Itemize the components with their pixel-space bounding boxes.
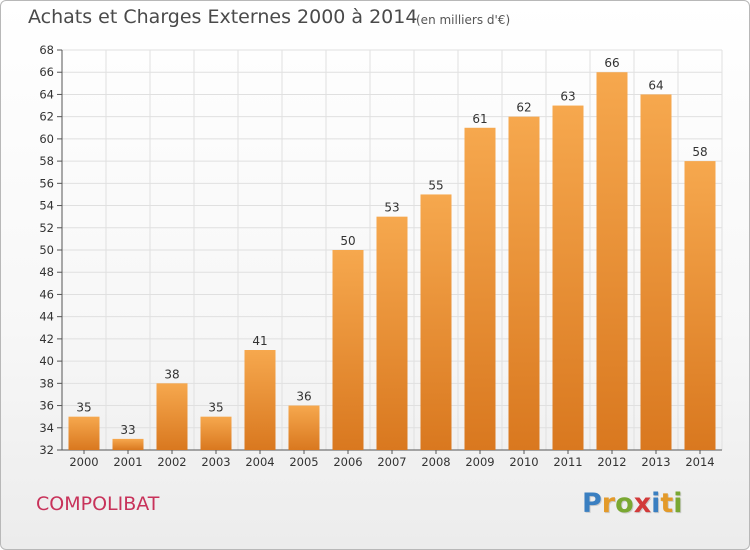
y-tick-label: 66	[39, 65, 54, 79]
y-tick-label: 52	[39, 221, 54, 235]
y-tick-label: 44	[39, 310, 54, 324]
y-tick-label: 42	[39, 332, 54, 346]
bar	[684, 161, 716, 450]
y-tick-label: 46	[39, 287, 54, 301]
y-tick-label: 68	[39, 43, 54, 57]
bar	[200, 416, 232, 450]
bar-value-label: 64	[648, 78, 663, 92]
commune-name: COMPOLIBAT	[36, 493, 160, 515]
bar	[640, 94, 672, 450]
bar	[332, 250, 364, 450]
bar-value-label: 55	[428, 178, 443, 192]
x-tick-label: 2000	[69, 455, 98, 469]
logo-letter: i	[673, 488, 683, 519]
bar-value-label: 62	[516, 101, 531, 115]
x-tick-label: 2005	[289, 455, 318, 469]
x-tick-label: 2003	[201, 455, 230, 469]
logo-letter: P	[582, 488, 602, 519]
x-tick-label: 2012	[597, 455, 626, 469]
logo-letter: r	[601, 488, 616, 519]
bar	[244, 350, 276, 450]
bar-value-label: 38	[164, 367, 179, 381]
bar-value-label: 53	[384, 201, 399, 215]
logo-letter: x	[633, 488, 652, 519]
value-labels: 35 33 38 35 41 36 50 53 55 61 62 63 66 64 58	[76, 56, 707, 437]
proxiti-logo: Proxiti	[582, 488, 683, 519]
bar	[508, 116, 540, 451]
y-tick-label: 54	[39, 199, 54, 213]
y-tick-label: 56	[39, 176, 54, 190]
x-tick-label: 2001	[113, 455, 142, 469]
y-tick-label: 64	[39, 87, 54, 101]
y-tick-label: 40	[39, 354, 54, 368]
bar-value-label: 41	[252, 334, 267, 348]
logo-letter: o	[615, 488, 634, 519]
bar-value-label: 58	[692, 145, 707, 159]
y-tick-label: 48	[39, 265, 54, 279]
y-tick-label: 58	[39, 154, 54, 168]
bar-value-label: 36	[296, 390, 311, 404]
x-tick-label: 2013	[641, 455, 670, 469]
y-tick-label: 38	[39, 376, 54, 390]
bar-value-label: 33	[120, 423, 135, 437]
bar	[552, 105, 584, 451]
bar-value-label: 35	[76, 401, 91, 415]
bar	[420, 194, 452, 450]
logo-letter: t	[660, 488, 674, 519]
bar	[112, 438, 144, 450]
x-tick-label: 2002	[157, 455, 186, 469]
bar-value-label: 35	[208, 401, 223, 415]
tick-labels: 32 34 36 38 40 42 44 46 48 50 52 54 56 58 60 62 64 66 68 20…	[39, 43, 714, 469]
bar	[464, 127, 496, 451]
bar	[156, 383, 188, 450]
x-tick-label: 2008	[421, 455, 450, 469]
x-tick-label: 2014	[685, 455, 714, 469]
bar	[68, 416, 100, 450]
bar	[596, 72, 628, 450]
bar-value-label: 50	[340, 234, 355, 248]
y-tick-label: 32	[39, 443, 54, 457]
y-tick-label: 36	[39, 399, 54, 413]
chart-title: Achats et Charges Externes 2000 à 2014	[28, 6, 418, 28]
x-tick-label: 2006	[333, 455, 362, 469]
bar-value-label: 66	[604, 56, 619, 70]
chart-subtitle: (en milliers d'€)	[416, 13, 511, 27]
x-tick-label: 2007	[377, 455, 406, 469]
y-tick-label: 62	[39, 110, 54, 124]
logo-letter: i	[651, 488, 661, 519]
x-tick-label: 2009	[465, 455, 494, 469]
x-tick-label: 2010	[509, 455, 538, 469]
y-tick-label: 60	[39, 132, 54, 146]
bars	[68, 72, 716, 451]
y-tick-label: 34	[39, 421, 54, 435]
bar-value-label: 61	[472, 112, 487, 126]
x-tick-label: 2011	[553, 455, 582, 469]
x-tick-label: 2004	[245, 455, 274, 469]
bar-value-label: 63	[560, 90, 575, 104]
bar	[376, 216, 408, 450]
y-tick-label: 50	[39, 243, 54, 257]
bar	[288, 405, 320, 450]
